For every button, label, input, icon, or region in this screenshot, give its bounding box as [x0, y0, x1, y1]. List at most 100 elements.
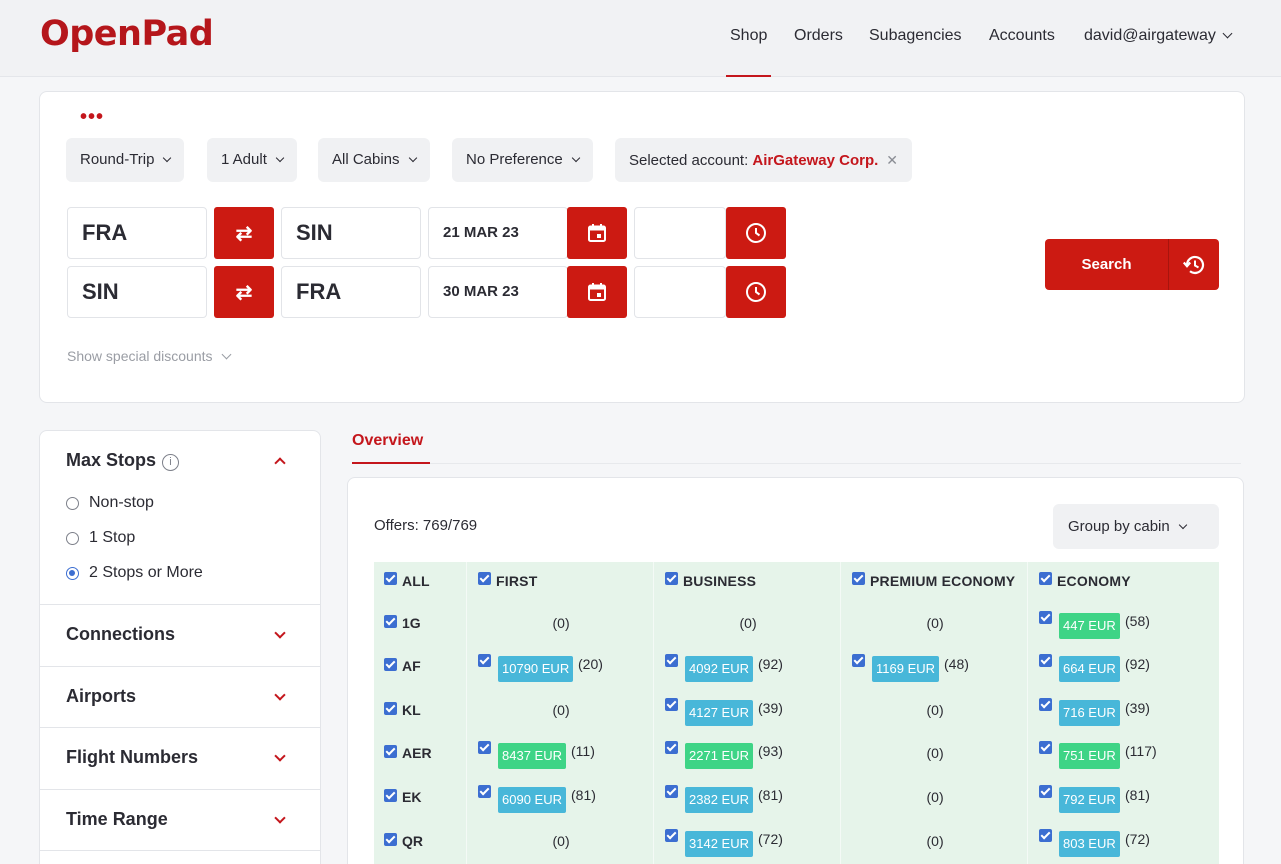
price-badge[interactable]: 10790 EUR: [498, 656, 574, 682]
row-checkbox[interactable]: [384, 789, 397, 802]
column-checkbox[interactable]: [1039, 572, 1052, 585]
cell-checkbox[interactable]: [1039, 741, 1052, 754]
cell-checkbox[interactable]: [665, 698, 678, 711]
cell-checkbox[interactable]: [665, 654, 678, 667]
stops-option-nonstop[interactable]: Non-stop: [66, 494, 154, 512]
max-stops-header[interactable]: Max Stops i: [66, 450, 180, 472]
price-badge[interactable]: 716 EUR: [1059, 700, 1120, 726]
selected-account-name: AirGateway Corp.: [752, 152, 879, 169]
row-checkbox[interactable]: [384, 745, 397, 758]
row-checkbox[interactable]: [384, 615, 397, 628]
price-badge[interactable]: 2271 EUR: [685, 743, 753, 769]
date-input-leg2[interactable]: 30 MAR 23: [428, 266, 568, 318]
price-badge[interactable]: 751 EUR: [1059, 743, 1120, 769]
row-checkbox[interactable]: [384, 833, 397, 846]
origin-input-leg2[interactable]: SIN: [67, 266, 207, 318]
time-button-leg1[interactable]: [726, 207, 786, 259]
cell-checkbox[interactable]: [665, 741, 678, 754]
radio-button-selected[interactable]: [66, 566, 79, 580]
passengers-select[interactable]: 1 Adult: [207, 138, 297, 182]
tab-overview[interactable]: Overview: [352, 432, 424, 449]
swap-button-leg1[interactable]: ⇄: [214, 207, 274, 259]
chevron-down-icon: [408, 153, 417, 163]
clear-account-icon[interactable]: ✕: [886, 152, 899, 168]
calendar-button-leg2[interactable]: [567, 266, 627, 318]
price-badge[interactable]: 3142 EUR: [685, 831, 753, 857]
cell-checkbox[interactable]: [478, 741, 491, 754]
nav-orders[interactable]: Orders: [794, 27, 843, 44]
filter-connections[interactable]: Connections: [66, 624, 176, 644]
stops-option-label: 1 Stop: [89, 529, 136, 546]
nav-subagencies[interactable]: Subagencies: [869, 27, 962, 44]
chevron-down-icon[interactable]: [274, 689, 286, 701]
row-checkbox[interactable]: [384, 702, 397, 715]
price-badge[interactable]: 6090 EUR: [498, 787, 566, 813]
price-badge[interactable]: 4092 EUR: [685, 656, 753, 682]
chevron-down-icon[interactable]: [274, 627, 286, 639]
filter-airports[interactable]: Airports: [66, 686, 137, 706]
filter-time-range[interactable]: Time Range: [66, 809, 168, 829]
price-badge[interactable]: 792 EUR: [1059, 787, 1120, 813]
chevron-down-icon[interactable]: [274, 750, 286, 762]
more-options-icon[interactable]: •••: [80, 106, 105, 128]
filter-flight-numbers[interactable]: Flight Numbers: [66, 747, 199, 767]
openpad-logo[interactable]: OpenPad: [40, 14, 214, 54]
info-icon[interactable]: i: [162, 454, 180, 471]
date-input-leg1[interactable]: 21 MAR 23: [428, 207, 568, 259]
radio-button[interactable]: [66, 531, 79, 545]
cell-checkbox[interactable]: [665, 785, 678, 798]
selected-account-label: Selected account:: [629, 152, 753, 169]
group-by-select[interactable]: Group by cabin: [1053, 504, 1219, 549]
user-menu[interactable]: david@airgateway: [1084, 0, 1233, 77]
cell-checkbox[interactable]: [1039, 654, 1052, 667]
offers-count: Offers: 769/769: [374, 517, 478, 534]
offer-count: (0): [926, 833, 944, 849]
price-badge[interactable]: 664 EUR: [1059, 656, 1120, 682]
radio-button[interactable]: [66, 496, 79, 510]
cell-checkbox[interactable]: [1039, 829, 1052, 842]
time-input-leg1[interactable]: [634, 207, 726, 259]
chevron-down-icon[interactable]: [274, 812, 286, 824]
time-button-leg2[interactable]: [726, 266, 786, 318]
search-button[interactable]: Search: [1045, 239, 1168, 290]
destination-input-leg2[interactable]: FRA: [281, 266, 421, 318]
swap-button-leg2[interactable]: ⇄: [214, 266, 274, 318]
column-checkbox[interactable]: [384, 572, 397, 585]
price-badge[interactable]: 8437 EUR: [498, 743, 566, 769]
destination-input-leg1[interactable]: SIN: [281, 207, 421, 259]
stops-option-one[interactable]: 1 Stop: [66, 529, 135, 547]
cell-checkbox[interactable]: [665, 829, 678, 842]
trip-type-select[interactable]: Round-Trip: [66, 138, 185, 182]
carrier-label: KL: [402, 702, 421, 718]
cell-checkbox[interactable]: [478, 785, 491, 798]
nav-shop[interactable]: Shop: [725, 0, 772, 77]
price-badge[interactable]: 1169 EUR: [872, 656, 940, 682]
cell-checkbox[interactable]: [1039, 785, 1052, 798]
column-checkbox[interactable]: [852, 572, 865, 585]
nav-accounts[interactable]: Accounts: [989, 27, 1055, 44]
cell-checkbox[interactable]: [1039, 611, 1052, 624]
stops-option-label: Non-stop: [89, 494, 154, 511]
time-input-leg2[interactable]: [634, 266, 726, 318]
show-discounts-toggle[interactable]: Show special discounts: [67, 348, 231, 364]
price-badge[interactable]: 447 EUR: [1059, 613, 1120, 639]
chevron-up-icon[interactable]: [274, 457, 286, 469]
price-badge[interactable]: 2382 EUR: [685, 787, 753, 813]
search-history-button[interactable]: [1168, 239, 1219, 290]
stops-option-two-plus[interactable]: 2 Stops or More: [66, 564, 203, 582]
offer-count: (0): [552, 833, 570, 849]
price-badge[interactable]: 803 EUR: [1059, 831, 1120, 857]
offer-count: (72): [758, 831, 783, 847]
column-checkbox[interactable]: [478, 572, 491, 585]
price-badge[interactable]: 4127 EUR: [685, 700, 753, 726]
row-checkbox[interactable]: [384, 658, 397, 671]
cabin-select[interactable]: All Cabins: [318, 138, 430, 182]
preference-select[interactable]: No Preference: [452, 138, 593, 182]
cell-checkbox[interactable]: [478, 654, 491, 667]
origin-input-leg1[interactable]: FRA: [67, 207, 207, 259]
divider: [40, 727, 320, 728]
cell-checkbox[interactable]: [1039, 698, 1052, 711]
column-checkbox[interactable]: [665, 572, 678, 585]
calendar-button-leg1[interactable]: [567, 207, 627, 259]
cell-checkbox[interactable]: [852, 654, 865, 667]
